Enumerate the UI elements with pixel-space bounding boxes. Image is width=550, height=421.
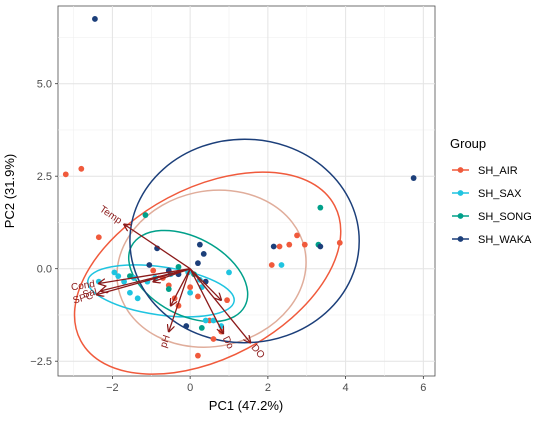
point-sh-air (336, 239, 343, 246)
point-sh-waka (317, 243, 324, 250)
point-sh-waka (270, 243, 277, 250)
point-sh-song (165, 286, 172, 292)
point-sh-air (95, 234, 102, 241)
point-sh-sax (226, 269, 232, 276)
point-sh-air (286, 241, 293, 248)
legend-label-sh-sax: SH_SAX (478, 188, 522, 200)
point-sh-air (268, 262, 275, 268)
point-sh-air (294, 232, 300, 239)
point-sh-waka (196, 241, 203, 248)
y-tick-label: 2.5 (37, 171, 52, 183)
point-sh-air (195, 352, 201, 359)
loading-arrow-temp (124, 224, 191, 270)
loading-arrow-do (189, 268, 223, 334)
point-sh-waka (410, 175, 417, 181)
x-tick-label: 6 (420, 382, 426, 394)
legend-key-point-sh-waka (457, 236, 464, 242)
point-sh-sax (202, 317, 209, 324)
point-sh-waka (200, 251, 207, 257)
point-sh-sax (278, 262, 285, 268)
point-sh-song (198, 325, 205, 331)
point-sh-air (187, 284, 194, 291)
point-sh-air (224, 297, 230, 304)
point-sh-air (210, 336, 217, 342)
axes: −2 0 2 4 6 −2.5 0.0 2.5 5.0 (30, 79, 426, 394)
point-sh-sax (134, 295, 141, 302)
loading-label-ph: pH (158, 334, 173, 350)
point-sh-sax (187, 289, 194, 296)
point-sh-song (175, 263, 182, 270)
point-sh-sax (127, 289, 133, 296)
ellipse-sh-sax (87, 264, 235, 318)
loading-arrow (171, 268, 191, 306)
grid-lines (58, 6, 435, 376)
legend-key-point-sh-air (457, 167, 464, 173)
legend-key-point-sh-sax (457, 190, 464, 196)
loading-arrow-cond (99, 268, 191, 284)
loading-label-spc: SPC (72, 291, 95, 307)
x-tick-label: 0 (187, 382, 193, 394)
x-tick-label: 4 (343, 382, 349, 394)
point-sh-air (150, 267, 157, 274)
point-sh-song (142, 212, 149, 218)
y-tick-label: 0.0 (37, 264, 52, 276)
legend-key-point-sh-song (457, 213, 464, 219)
legend: Group SH_AIR SH_SAX SH_SONG SH_WAKA (450, 136, 532, 246)
loading-label-cond: Cond (70, 279, 95, 294)
point-sh-air (301, 241, 308, 248)
point-sh-waka (195, 260, 201, 267)
x-tick-label: −2 (106, 382, 119, 394)
loading-label-do: Do (220, 335, 236, 352)
loading-label-sal: Sal (82, 287, 99, 301)
ellipse-sh-song (127, 229, 249, 323)
point-sh-air (62, 171, 69, 178)
point-sh-waka (183, 323, 190, 329)
y-axis-title: PC2 (31.9%) (2, 154, 17, 228)
ellipse-sh-air (73, 171, 342, 375)
y-tick-label: 5.0 (37, 79, 52, 91)
point-sh-sax (115, 273, 122, 279)
point-sh-song (317, 204, 324, 211)
point-sh-song (127, 273, 133, 279)
x-tick-label: 2 (265, 382, 271, 394)
point-sh-air (276, 243, 283, 250)
loading-arrow-do (189, 268, 250, 343)
loading-arrow (153, 268, 191, 282)
point-sh-air (78, 165, 85, 172)
point-sh-waka (92, 16, 98, 22)
y-tick-label: −2.5 (30, 356, 52, 368)
plot-panel (57, 5, 436, 377)
point-sh-waka (146, 262, 153, 268)
x-axis-title: PC1 (47.2%) (209, 398, 283, 413)
point-sh-air (195, 293, 201, 300)
point-sh-sax (111, 269, 118, 276)
legend-label-sh-waka: SH_WAKA (478, 234, 532, 246)
legend-label-sh-air: SH_AIR (478, 165, 518, 177)
legend-title: Group (450, 136, 486, 151)
loading-arrow (189, 268, 221, 300)
loading-arrow-sal (101, 268, 191, 291)
point-sh-sax (210, 317, 217, 324)
legend-label-sh-song: SH_SONG (478, 211, 532, 223)
loading-arrow-ph (169, 268, 191, 332)
